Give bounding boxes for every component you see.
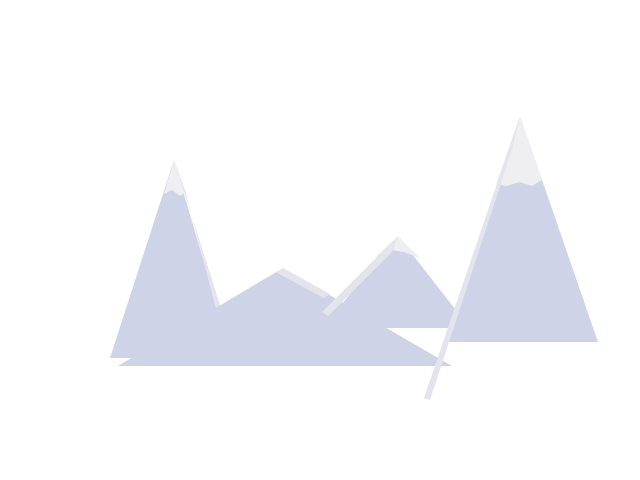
center-peak <box>322 236 470 328</box>
left-peak-ridge-highlight <box>174 160 228 332</box>
right-peak <box>424 116 598 400</box>
left-peak-body <box>110 160 232 358</box>
middle-hill <box>118 268 452 366</box>
center-peak-body <box>322 236 470 328</box>
middle-hill-ridge-highlight <box>276 268 330 298</box>
right-peak-snowcap <box>496 116 542 186</box>
right-peak-body <box>444 116 598 342</box>
center-peak-ridge-highlight <box>322 236 398 316</box>
left-peak-snowcap <box>164 160 186 196</box>
right-peak-ridge-highlight <box>424 116 520 400</box>
left-peak <box>110 160 232 358</box>
middle-hill-body <box>118 268 452 366</box>
